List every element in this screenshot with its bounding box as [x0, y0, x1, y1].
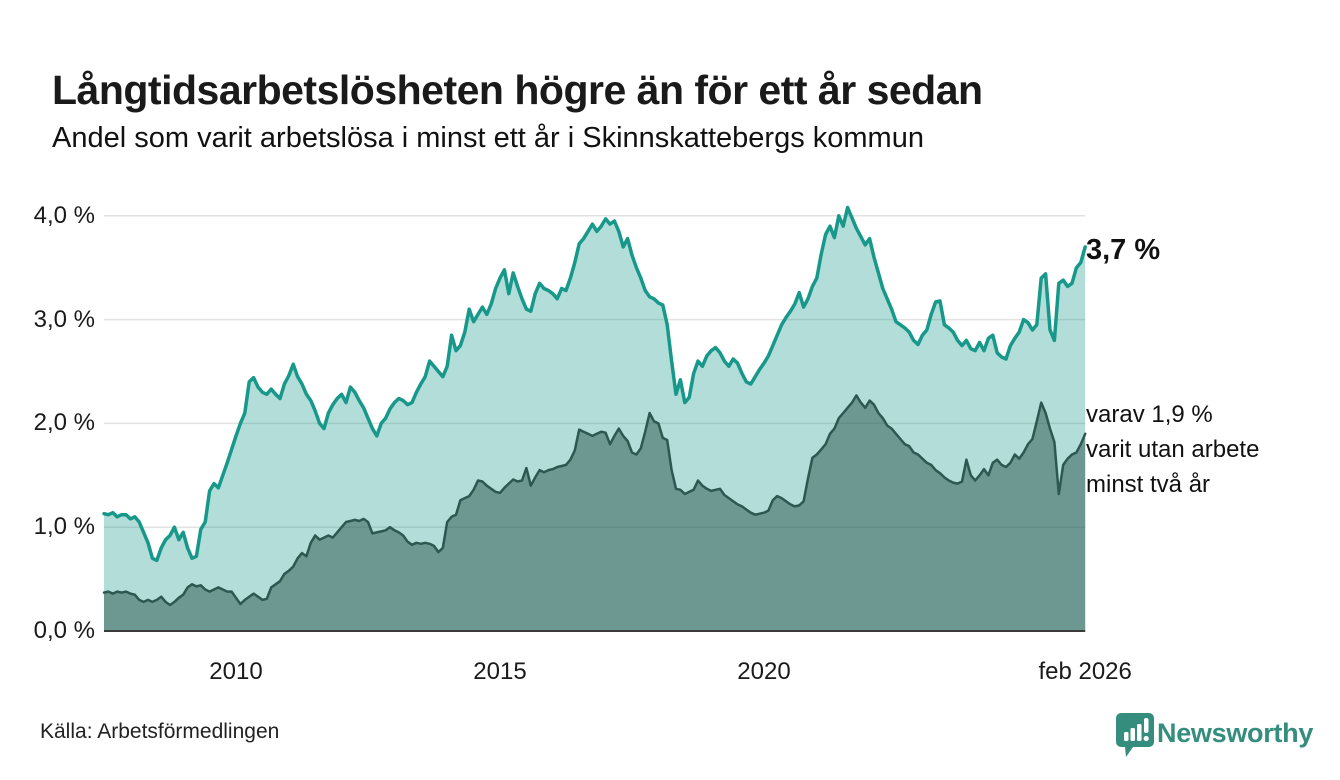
x-axis-tick-label: 2015 — [473, 658, 527, 685]
x-axis-tick-label: feb 2026 — [1038, 658, 1132, 685]
x-axis-tick-label: 2010 — [209, 658, 263, 685]
annotation-latest-breakdown: varav 1,9 % varit utan arbete minst två … — [1086, 401, 1260, 498]
y-axis-tick-label: 4,0 % — [33, 201, 95, 229]
annotation-latest-total: 3,7 % — [1086, 234, 1161, 266]
y-axis-tick-label: 0,0 % — [33, 617, 95, 644]
page-subtitle: Andel som varit arbetslösa i minst ett å… — [52, 122, 924, 154]
page-title: Långtidsarbetslösheten högre än för ett … — [52, 67, 983, 114]
y-axis-tick-label: 3,0 % — [33, 305, 95, 333]
y-axis-tick-label: 1,0 % — [33, 513, 95, 541]
newsworthy-logo: Newsworthy — [1116, 708, 1316, 764]
bar-chart-speech-bubble-icon — [1116, 713, 1154, 757]
brand-name: Newsworthy — [1157, 718, 1314, 748]
y-axis-tick-label: 2,0 % — [33, 409, 95, 437]
source-note: Källa: Arbetsförmedlingen — [40, 720, 280, 743]
series-line-unemployed-2yr — [102, 394, 1087, 607]
series-area-unemployed-2yr — [104, 395, 1086, 631]
x-axis-tick-label: 2020 — [737, 658, 791, 685]
series-line-unemployed-1yr — [102, 205, 1087, 563]
